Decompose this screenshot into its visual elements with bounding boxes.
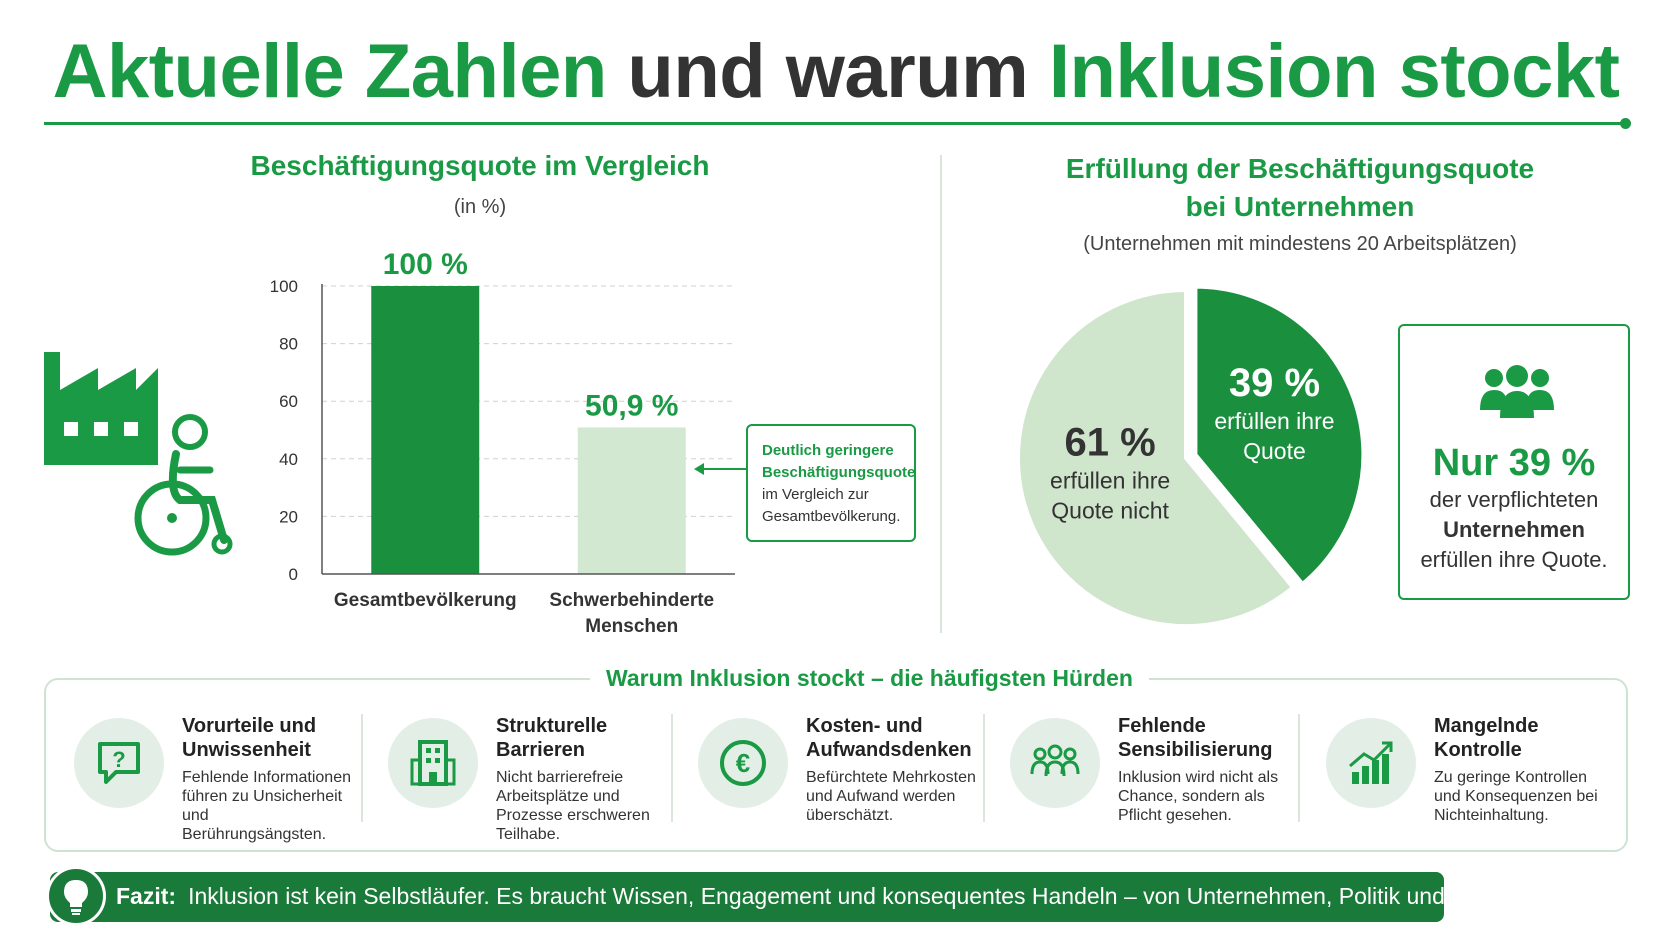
title-part2: und warum — [627, 29, 1029, 114]
hurdle-icon-circle: € — [698, 718, 788, 808]
bar-callout: Deutlich geringere Beschäftigungsquote i… — [746, 424, 916, 542]
bar-value-label: 50,9 % — [585, 389, 678, 422]
title-underline — [44, 122, 1624, 125]
hurdle-title: Vorurteile und Unwissenheit — [182, 715, 317, 761]
hurdle-desc: Fehlende Informationen führen zu Unsiche… — [182, 769, 351, 843]
x-tick-label: Schwerbehinderte — [549, 590, 714, 611]
highlight-line1: der verpflichteten — [1429, 487, 1599, 512]
factory-wheelchair-icon — [44, 352, 233, 556]
fazit-label: Fazit: — [116, 883, 177, 909]
callout-bold-line2: Beschäftigungsquote — [762, 464, 916, 481]
hurdle-divider — [361, 714, 363, 822]
svg-text:€: € — [736, 748, 750, 778]
euro-icon: € — [720, 740, 766, 786]
people-icon — [1480, 365, 1554, 418]
question-bubble-icon: ? — [98, 742, 140, 784]
y-tick-label: 100 — [270, 277, 298, 296]
hurdle-item: € Kosten- und Aufwandsdenken Befürchtete… — [672, 710, 976, 830]
page-title: Aktuelle Zahlen und warum Inklusion stoc… — [0, 28, 1672, 115]
hurdle-desc: Befürchtete Mehrkosten und Aufwand werde… — [806, 769, 976, 824]
people-group-icon — [1030, 744, 1080, 777]
hurdle-icon-circle — [1010, 718, 1100, 808]
bar-chart: 0 20 40 60 80 100 100 % Gesamtbevölkerung 50,9 %… — [270, 248, 746, 637]
pie-slice — [1193, 284, 1366, 587]
hurdle-title: Fehlende Sensibilisierung — [1118, 715, 1273, 761]
pie-chart-title: Erfüllung der Beschäftigungsquote bei Un… — [1000, 150, 1600, 226]
x-tick-label: Menschen — [585, 616, 678, 637]
y-tick-label: 80 — [279, 335, 298, 354]
pie-slice-label: erfüllen ihre — [1050, 467, 1170, 493]
hurdle-item: Strukturelle Barrieren Nicht barrierefre… — [362, 710, 652, 843]
bar-value-label: 100 % — [383, 248, 468, 281]
pie-slice-label: Quote nicht — [1051, 497, 1169, 523]
building-icon — [410, 740, 456, 786]
callout-line4: Gesamtbevölkerung. — [762, 508, 901, 525]
highlight-line2: Unternehmen — [1443, 517, 1585, 542]
pie-slice — [1016, 287, 1296, 628]
hurdle-title: Kosten- und Aufwandsdenken — [806, 715, 972, 761]
callout-bold-line1: Deutlich geringere — [762, 442, 894, 459]
hurdle-desc: Zu geringe Kontrollen und Konsequenzen b… — [1434, 769, 1598, 824]
highlight-value: Nur 39 % — [1432, 442, 1596, 484]
y-tick-label: 20 — [279, 507, 298, 526]
pie-title-line2: bei Unternehmen — [1185, 191, 1415, 222]
bar — [371, 286, 480, 574]
callout-arrow-head — [694, 463, 704, 475]
bar-chart-title: Beschäftigungsquote im Vergleich — [250, 150, 710, 181]
fazit-banner — [50, 872, 1444, 922]
highlight-box: Nur 39 % der verpflichteten Unternehmen … — [1398, 324, 1630, 600]
hurdle-divider — [1298, 714, 1300, 822]
pie-value-label: 39 % — [1229, 361, 1320, 405]
hurdle-item: Mangelnde Kontrolle Zu geringe Kontrolle… — [1300, 710, 1598, 830]
hurdle-divider — [983, 714, 985, 822]
y-tick-label: 0 — [289, 565, 298, 584]
hurdle-icon-circle: ? — [74, 718, 164, 808]
pie-value-label: 61 % — [1065, 420, 1156, 464]
y-tick-label: 60 — [279, 392, 298, 411]
highlight-line3: erfüllen ihre Quote. — [1420, 547, 1608, 572]
title-underline-dot — [1620, 118, 1631, 129]
pie-slice-label: Quote — [1243, 438, 1306, 464]
y-tick-label: 40 — [279, 450, 298, 469]
hurdle-desc: Nicht barrierefreie Arbeitsplätze und Pr… — [496, 769, 650, 843]
hurdle-item: ? Vorurteile und Unwissenheit Fehlende I… — [48, 710, 351, 843]
fazit-text: Fazit: Inklusion ist kein Selbstläufer. E… — [116, 883, 1584, 910]
hurdle-desc: Inklusion wird nicht als Chance, sondern… — [1118, 769, 1279, 824]
pie-chart: 39 % erfüllen ihre Quote 61 % erfüllen ihre Q… — [1016, 284, 1366, 628]
pie-title-line1: Erfüllung der Beschäftigungsquote — [1065, 153, 1535, 184]
highlight-text: der verpflichteten Unternehmen erfüllen … — [1400, 485, 1628, 575]
callout-line3: im Vergleich zur — [762, 486, 869, 503]
hurdle-title: Mangelnde Kontrolle — [1434, 715, 1539, 761]
lightbulb-icon — [64, 880, 88, 915]
fazit-body: Inklusion ist kein Selbstläufer. Es brau… — [188, 883, 1585, 909]
hurdles-title: Warum Inklusion stockt – die häufigsten … — [590, 665, 1149, 692]
x-tick-label: Gesamtbevölkerung — [334, 590, 517, 611]
title-part1: Aktuelle Zahlen — [52, 29, 608, 114]
bar-chart-subtitle: (in %) — [453, 196, 507, 218]
hurdle-icon-circle — [388, 718, 478, 808]
hurdle-divider — [671, 714, 673, 822]
bar — [577, 427, 686, 574]
section-divider — [940, 155, 942, 633]
pie-slice-label: erfüllen ihre — [1214, 408, 1334, 434]
svg-text:?: ? — [112, 747, 125, 772]
title-part3: Inklusion stockt — [1048, 29, 1620, 114]
lightbulb-icon-circle — [46, 866, 106, 926]
hurdle-icon-circle — [1326, 718, 1416, 808]
pie-chart-subtitle: (Unternehmen mit mindestens 20 Arbeitspl… — [1083, 233, 1517, 255]
growth-chart-icon — [1349, 741, 1393, 784]
hurdle-item: Fehlende Sensibilisierung Inklusion wird… — [984, 710, 1278, 830]
hurdle-title: Strukturelle Barrieren — [496, 715, 608, 761]
